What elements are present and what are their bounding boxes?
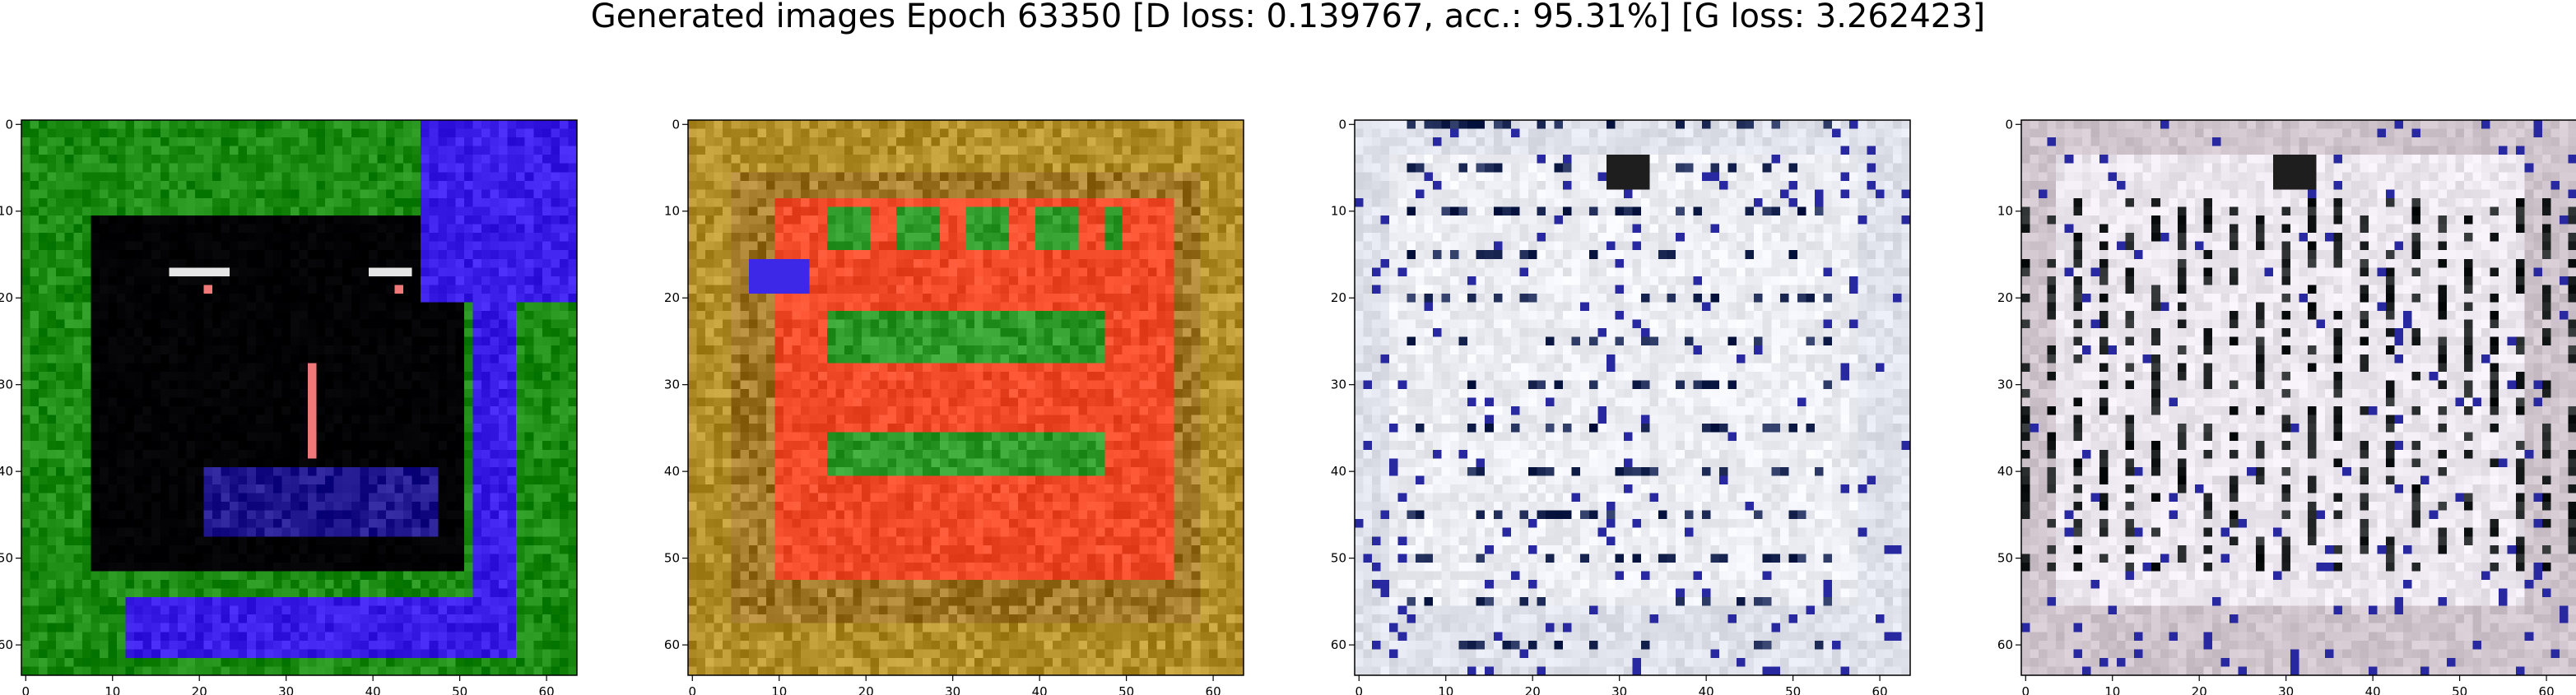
x-tick-label: 30 [278,684,294,695]
x-tick-label: 10 [105,684,120,695]
x-tick-label: 60 [1206,684,1221,695]
y-tick-label: 20 [1997,290,2013,305]
figure-title: Generated images Epoch 63350 [D loss: 0.… [590,0,1986,35]
axes-frame [1354,119,1911,676]
y-tick-label: 20 [664,290,680,305]
x-tick-label: 50 [452,684,467,695]
generated-image [2021,120,2576,676]
y-tick-label: 10 [1331,204,1346,219]
y-tick-label: 0 [1338,117,1346,132]
y-tick-label: 50 [0,551,13,566]
axes-frame [2020,119,2576,676]
x-tick-label: 30 [1611,684,1627,695]
y-tick-label: 10 [664,204,680,219]
y-tick-label: 40 [664,464,680,479]
y-tick-label: 40 [0,464,13,479]
x-tick-label: 0 [2022,684,2030,695]
y-tick-label: 0 [672,117,680,132]
x-tick-label: 50 [1785,684,1801,695]
x-tick-label: 50 [1118,684,1134,695]
y-tick-label: 30 [1997,378,2013,392]
y-tick-label: 30 [1331,378,1346,392]
x-tick-label: 60 [539,684,555,695]
x-tick-label: 60 [1872,684,1888,695]
image-panel-4: 0 10 20 30 40 50 60 0 10 20 30 40 50 60 [1997,117,2576,695]
y-tick-label: 10 [1997,204,2013,219]
x-tick-label: 20 [1525,684,1541,695]
y-tick-label: 50 [664,551,680,566]
x-tick-label: 10 [2104,684,2120,695]
x-tick-label: 30 [945,684,960,695]
x-tick-label: 40 [1699,684,1714,695]
x-tick-label: 0 [22,684,30,695]
generated-image [688,120,1244,676]
axes-frame [21,119,578,676]
y-tick-label: 10 [0,204,13,219]
x-tick-label: 40 [1032,684,1048,695]
x-tick-label: 0 [689,684,697,695]
x-tick-label: 50 [2452,684,2467,695]
x-tick-label: 10 [1438,684,1453,695]
axes-frame [687,119,1244,676]
y-tick-label: 20 [1331,290,1346,305]
y-tick-label: 0 [5,117,13,132]
y-tick-label: 60 [0,637,13,652]
x-tick-label: 40 [365,684,381,695]
y-tick-label: 40 [1331,464,1346,479]
y-tick-label: 20 [0,290,13,305]
image-panel-1: 0 10 20 30 40 50 60 0 10 20 30 40 50 60 [0,117,578,695]
y-tick-label: 0 [2005,117,2013,132]
y-tick-label: 60 [1997,637,2013,652]
y-tick-label: 40 [1997,464,2013,479]
y-tick-label: 60 [1331,637,1346,652]
x-tick-label: 10 [771,684,787,695]
x-tick-label: 20 [858,684,874,695]
y-tick-label: 50 [1331,551,1346,566]
image-panel-3: 0 10 20 30 40 50 60 0 10 20 30 40 50 60 [1331,117,1911,695]
x-tick-label: 40 [2365,684,2381,695]
image-panel-2: 0 10 20 30 40 50 60 0 10 20 30 40 50 60 [664,117,1244,695]
x-tick-label: 30 [2278,684,2294,695]
generated-image [1355,120,1911,676]
y-tick-label: 30 [664,378,680,392]
generated-image [21,120,578,676]
x-tick-label: 60 [2539,684,2555,695]
x-tick-label: 20 [2192,684,2207,695]
y-tick-label: 30 [0,378,13,392]
x-tick-label: 0 [1355,684,1364,695]
y-tick-label: 60 [664,637,680,652]
x-tick-label: 20 [192,684,207,695]
y-tick-label: 50 [1997,551,2013,566]
